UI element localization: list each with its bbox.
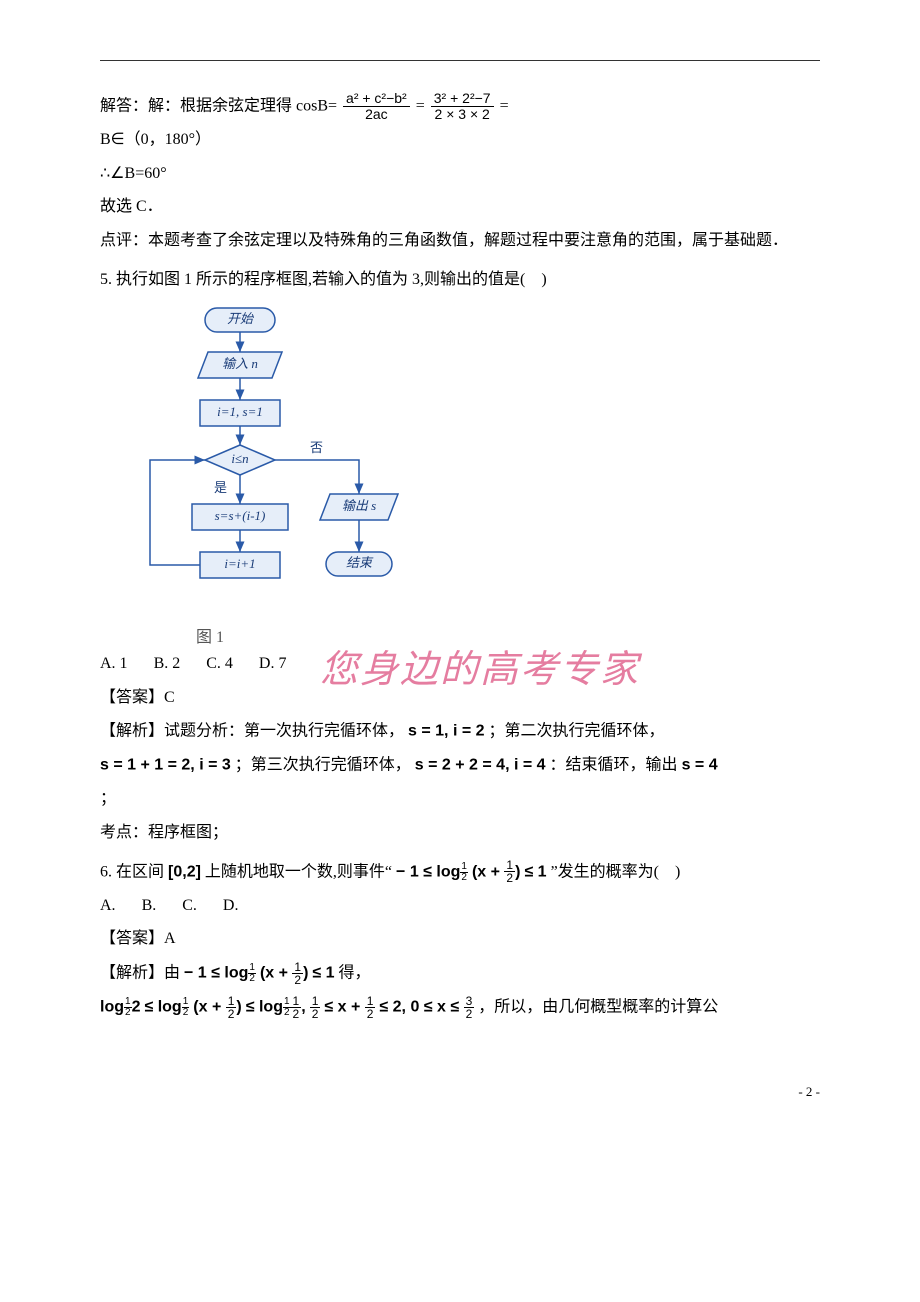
svg-text:开始: 开始 bbox=[227, 310, 254, 325]
svg-text:输出 s: 输出 s bbox=[342, 497, 376, 512]
q6-title: 6. 在区间 [0,2] 上随机地取一个数,则事件“ − 1 ≤ log12 (… bbox=[100, 856, 820, 888]
q5-semicolon: ； bbox=[100, 782, 820, 816]
flowchart: 开始输入 n i=1, s=1 i≤n s=s+(i-1) i=i+1 输出 s 结束 是 否 bbox=[130, 304, 410, 619]
log-base: 12 bbox=[460, 856, 468, 888]
q6-answer: 【答案】A bbox=[100, 922, 820, 956]
q6-opt-a: A. bbox=[100, 897, 116, 914]
q5-analysis-line1: 【解析】试题分析：第一次执行完循环体， s = 1, i = 2 ；第二次执行完… bbox=[100, 714, 820, 748]
q6-analysis-line1: 【解析】由 − 1 ≤ log12 (x + 12) ≤ 1 得， bbox=[100, 956, 820, 990]
q5-analysis-line2: s = 1 + 1 = 2, i = 3 ；第三次执行完循环体， s = 2 +… bbox=[100, 748, 820, 782]
q6-opt-b: B. bbox=[142, 897, 157, 914]
q5-opt-b: B. 2 bbox=[154, 655, 181, 672]
q5-topic: 考点：程序框图； bbox=[100, 816, 820, 850]
q4-frac1: a² + c²−b² 2ac bbox=[343, 91, 410, 121]
q4-frac2: 3² + 2²−7 2 × 3 × 2 bbox=[431, 91, 494, 121]
svg-text:s=s+(i-1): s=s+(i-1) bbox=[215, 507, 266, 522]
q4-solve-prefix: 解答：解：根据余弦定理得 cosB= bbox=[100, 98, 337, 115]
page-number: - 2 - bbox=[100, 1084, 820, 1100]
svg-text:i=i+1: i=i+1 bbox=[224, 555, 255, 570]
q6-opt-d: D. bbox=[223, 897, 239, 914]
svg-text:结束: 结束 bbox=[346, 554, 374, 569]
q6-options: A. B. C. D. bbox=[100, 888, 820, 922]
q4-range: B∈（0，180°） bbox=[100, 123, 820, 157]
q5-opt-a: A. 1 bbox=[100, 655, 128, 672]
svg-text:i=1, s=1: i=1, s=1 bbox=[217, 403, 263, 418]
svg-text:否: 否 bbox=[310, 440, 323, 455]
q5-opt-c: C. 4 bbox=[206, 655, 233, 672]
svg-text:是: 是 bbox=[214, 480, 227, 495]
svg-text:输入 n: 输入 n bbox=[222, 355, 258, 370]
q5-title: 5. 执行如图 1 所示的程序框图,若输入的值为 3,则输出的值是( ) bbox=[100, 264, 820, 296]
q5-opt-d: D. 7 bbox=[259, 655, 287, 672]
flowchart-svg: 开始输入 n i=1, s=1 i≤n s=s+(i-1) i=i+1 输出 s 结束 是 否 bbox=[130, 304, 410, 614]
q4-comment: 点评：本题考查了余弦定理以及特殊角的三角函数值，解题过程中要注意角的范围，属于基… bbox=[100, 224, 820, 258]
q4-solve: 解答：解：根据余弦定理得 cosB= a² + c²−b² 2ac = 3² +… bbox=[100, 89, 820, 123]
q4-hence: 故选 C． bbox=[100, 190, 820, 224]
q6-analysis-line2: log122 ≤ log12 (x + 12) ≤ log1212, 12 ≤ … bbox=[100, 990, 820, 1024]
top-rule bbox=[100, 60, 820, 61]
q5-answer: 【答案】C bbox=[100, 681, 820, 715]
q6-opt-c: C. bbox=[182, 897, 197, 914]
q4-therefore: ∴∠B=60° bbox=[100, 157, 820, 191]
figure-caption: 图 1 bbox=[130, 623, 290, 647]
q5-options: A. 1 B. 2 C. 4 D. 7 bbox=[100, 647, 820, 681]
svg-text:i≤n: i≤n bbox=[231, 450, 248, 465]
